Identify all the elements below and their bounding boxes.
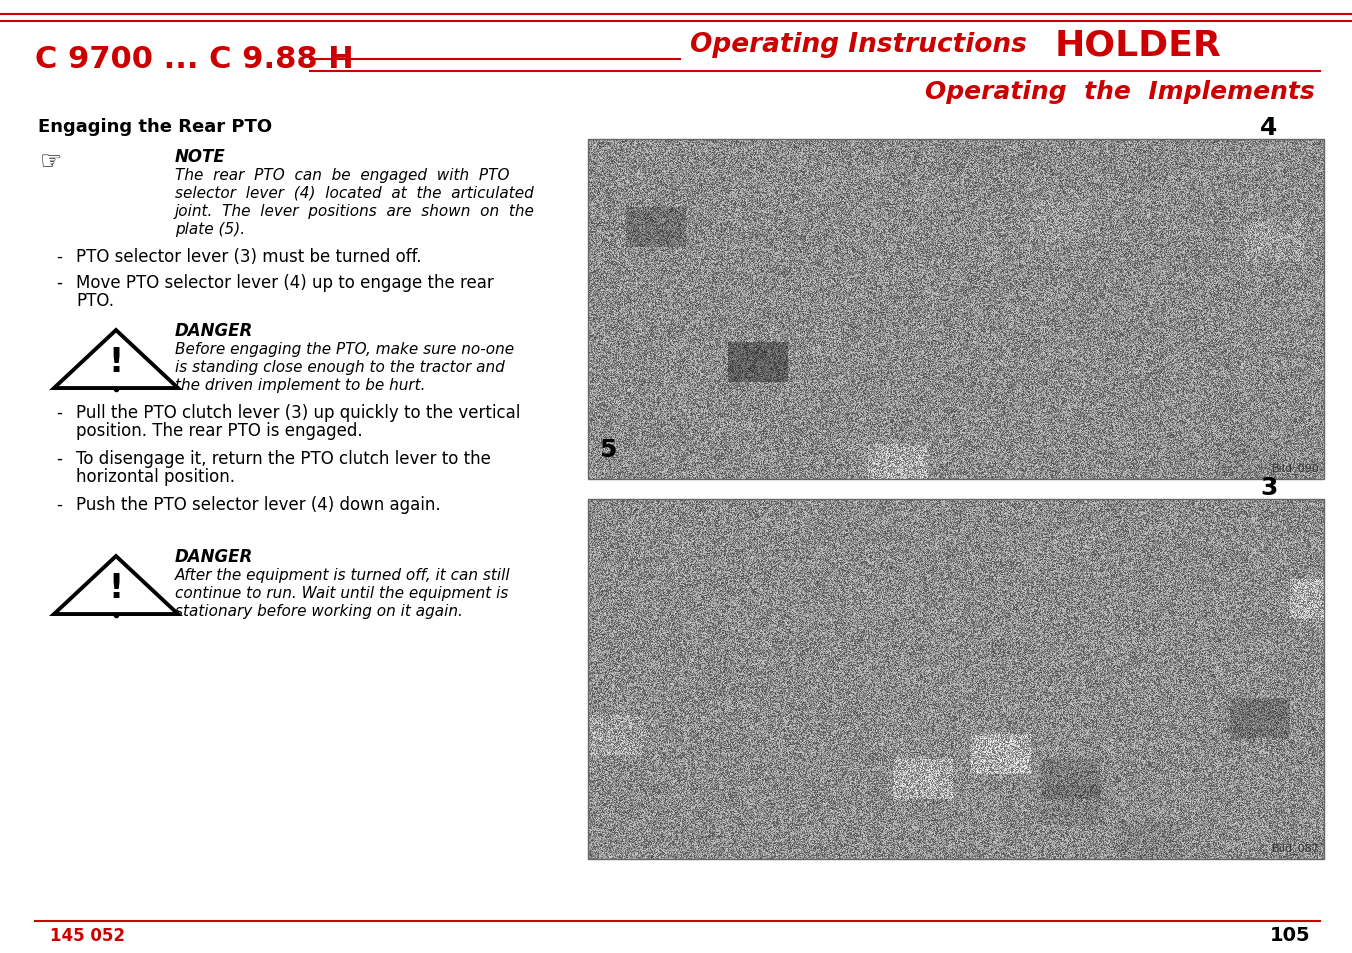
- Bar: [588, 140, 1324, 479]
- Text: The  rear  PTO  can  be  engaged  with  PTO: The rear PTO can be engaged with PTO: [174, 168, 510, 183]
- Text: DANGER: DANGER: [174, 547, 253, 565]
- Text: C 9700 ... C 9.88 H: C 9700 ... C 9.88 H: [35, 46, 354, 74]
- Text: continue to run. Wait until the equipment is: continue to run. Wait until the equipmen…: [174, 585, 508, 600]
- Text: horizontal position.: horizontal position.: [76, 468, 235, 485]
- Text: DANGER: DANGER: [174, 322, 253, 339]
- Text: position. The rear PTO is engaged.: position. The rear PTO is engaged.: [76, 421, 362, 439]
- Text: selector  lever  (4)  located  at  the  articulated: selector lever (4) located at the articu…: [174, 186, 534, 201]
- Text: 145 052: 145 052: [50, 926, 124, 944]
- Text: PTO.: PTO.: [76, 292, 114, 310]
- Text: the driven implement to be hurt.: the driven implement to be hurt.: [174, 377, 426, 393]
- Text: Pull the PTO clutch lever (3) up quickly to the vertical: Pull the PTO clutch lever (3) up quickly…: [76, 403, 521, 421]
- Text: -: -: [55, 450, 62, 468]
- Text: -: -: [55, 496, 62, 514]
- Text: -: -: [55, 403, 62, 421]
- Text: Move PTO selector lever (4) up to engage the rear: Move PTO selector lever (4) up to engage…: [76, 274, 493, 292]
- Text: HOLDER: HOLDER: [1055, 28, 1222, 62]
- Text: !: !: [108, 572, 123, 605]
- Text: Push the PTO selector lever (4) down again.: Push the PTO selector lever (4) down aga…: [76, 496, 441, 514]
- Text: Before engaging the PTO, make sure no-one: Before engaging the PTO, make sure no-on…: [174, 341, 514, 356]
- Text: 105: 105: [1270, 925, 1310, 944]
- Text: Bild_090: Bild_090: [1272, 462, 1320, 474]
- Text: Operating  the  Implements: Operating the Implements: [925, 80, 1315, 104]
- Text: Operating Instructions: Operating Instructions: [690, 32, 1028, 58]
- Text: joint.  The  lever  positions  are  shown  on  the: joint. The lever positions are shown on …: [174, 204, 535, 219]
- Text: stationary before working on it again.: stationary before working on it again.: [174, 603, 462, 618]
- Text: 5: 5: [599, 437, 617, 461]
- Text: NOTE: NOTE: [174, 148, 226, 166]
- Text: is standing close enough to the tractor and: is standing close enough to the tractor …: [174, 359, 504, 375]
- Text: To disengage it, return the PTO clutch lever to the: To disengage it, return the PTO clutch l…: [76, 450, 491, 468]
- Text: plate (5).: plate (5).: [174, 222, 245, 236]
- Bar: [588, 499, 1324, 859]
- Text: -: -: [55, 274, 62, 292]
- Text: After the equipment is turned off, it can still: After the equipment is turned off, it ca…: [174, 567, 511, 582]
- Text: -: -: [55, 248, 62, 266]
- Text: PTO selector lever (3) must be turned off.: PTO selector lever (3) must be turned of…: [76, 248, 422, 266]
- Text: !: !: [108, 346, 123, 379]
- Text: 4: 4: [1260, 116, 1278, 140]
- Text: Engaging the Rear PTO: Engaging the Rear PTO: [38, 118, 272, 136]
- Text: Bild_087: Bild_087: [1272, 842, 1320, 853]
- Text: 3: 3: [1260, 476, 1278, 499]
- Text: ☞: ☞: [41, 150, 62, 173]
